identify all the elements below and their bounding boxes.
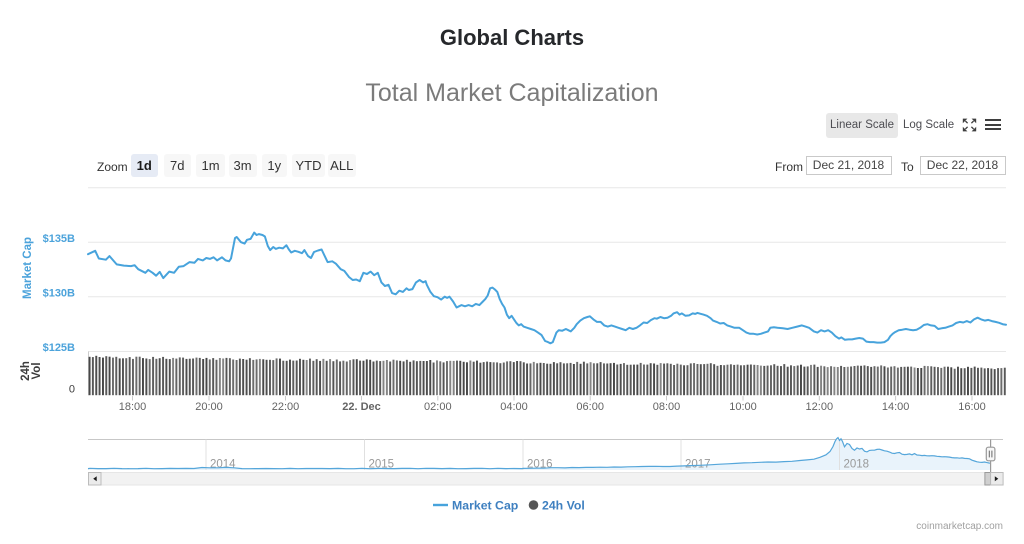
svg-text:04:00: 04:00: [500, 401, 528, 413]
svg-text:08:00: 08:00: [653, 401, 681, 413]
svg-text:$135B: $135B: [43, 233, 75, 245]
svg-text:Market Cap: Market Cap: [452, 498, 518, 512]
svg-text:06:00: 06:00: [576, 401, 604, 413]
svg-text:20:00: 20:00: [195, 401, 223, 413]
svg-text:$130B: $130B: [43, 288, 75, 300]
svg-text:24h: 24h: [20, 361, 32, 381]
svg-text:2015: 2015: [369, 459, 395, 471]
svg-text:22:00: 22:00: [272, 401, 300, 413]
svg-text:Vol: Vol: [31, 362, 43, 379]
svg-text:14:00: 14:00: [882, 401, 910, 413]
svg-text:Market Cap: Market Cap: [22, 237, 34, 299]
svg-text:0: 0: [69, 384, 75, 396]
svg-text:2018: 2018: [844, 459, 870, 471]
svg-text:24h Vol: 24h Vol: [542, 498, 585, 512]
svg-text:16:00: 16:00: [958, 401, 986, 413]
svg-text:02:00: 02:00: [424, 401, 452, 413]
svg-text:12:00: 12:00: [806, 401, 834, 413]
svg-text:$125B: $125B: [43, 342, 75, 354]
svg-text:18:00: 18:00: [119, 401, 147, 413]
svg-text:coinmarketcap.com: coinmarketcap.com: [916, 521, 1003, 532]
svg-text:22. Dec: 22. Dec: [342, 401, 381, 413]
svg-text:2017: 2017: [685, 459, 711, 471]
svg-text:2014: 2014: [210, 459, 236, 471]
svg-text:10:00: 10:00: [729, 401, 757, 413]
